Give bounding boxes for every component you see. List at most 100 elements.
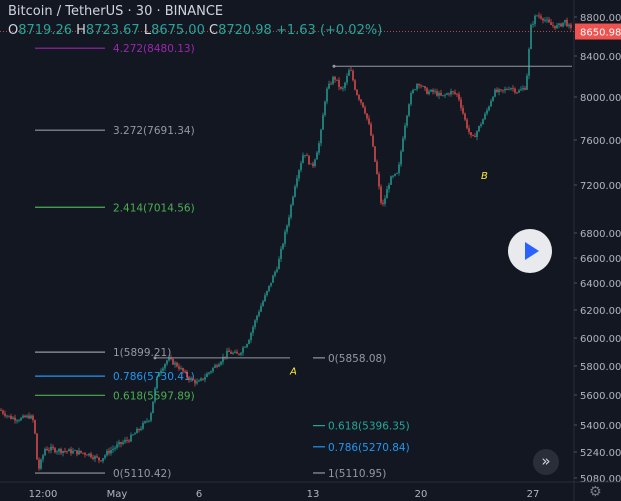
candle-body [198,380,200,382]
candle-body [288,217,290,226]
candle-body [106,450,108,456]
time-axis[interactable]: 12:00 May 6 13 20 27 [0,481,621,500]
change-value: +1.63 (+0.02%) [275,23,383,38]
candle-body [120,442,122,444]
candle-body [556,25,558,29]
high-label: H [76,23,86,38]
fib-level-label: 0(5110.42) [113,468,171,480]
candle-body [472,135,474,136]
candle-body [204,377,206,380]
candle-body [208,372,210,374]
candle-body [470,132,472,136]
candle-body [274,271,276,276]
candle-body [286,225,288,232]
candle-body [518,90,520,93]
candle-body [280,248,282,259]
candle-body [166,360,168,364]
candle-body [562,22,564,27]
candle-body [544,20,546,21]
candle-body [212,367,214,372]
candle-body [222,356,224,362]
candle-body [210,371,212,373]
candle-body [346,75,348,83]
candle-body [354,80,356,90]
candles-layer [0,12,572,471]
candle-body [128,440,130,442]
candle-body [122,442,124,444]
gear-icon[interactable]: ⚙ [589,484,602,500]
candle-body [500,89,502,91]
candle-body [76,450,78,455]
candle-body [390,176,392,185]
candle-body [108,450,110,454]
candle-body [270,282,272,286]
candle-body [444,94,446,96]
candle-body [464,113,466,120]
candle-body [310,163,312,165]
y-tick-label: 5600.00 [580,391,621,402]
candle-body [90,453,92,458]
x-tick-label: 12:00 [29,489,58,500]
candle-body [536,15,538,17]
candle-body [32,415,34,420]
candle-body [384,198,386,204]
candle-body [430,89,432,92]
candle-body [178,366,180,369]
y-tick-label: 8000.00 [580,93,621,104]
candle-body [476,131,478,138]
open-value: 8719.26 [18,23,72,38]
drawn-lines-layer [153,64,572,360]
candle-body [506,89,508,90]
candle-body [564,19,566,23]
candle-body [340,87,342,89]
candle-body [124,439,126,443]
candle-body [304,155,306,157]
play-button[interactable] [508,229,552,273]
candle-body [200,378,202,381]
candle-body [480,124,482,126]
candle-body [456,93,458,95]
candle-body [256,315,258,321]
candle-body [80,450,82,453]
candle-body [96,456,98,458]
candle-body [72,450,74,454]
candle-body [552,24,554,26]
candle-body [60,448,62,454]
candle-body [240,352,242,355]
x-tick-label: 27 [527,489,540,500]
candle-body [312,163,314,166]
y-tick-label: 7200.00 [580,181,621,192]
candle-body [276,269,278,272]
candle-body [234,351,236,353]
candle-body [126,439,128,441]
candle-body [370,123,372,136]
candle-body [396,172,398,174]
candle-body [404,125,406,139]
candle-body [402,138,404,152]
line-endpoint[interactable] [332,64,336,68]
candle-body [94,456,96,459]
fib-level-label: 0.786(5730.41) [113,371,195,383]
candle-body [378,174,380,187]
candle-body [224,356,226,358]
candle-body [410,93,412,105]
candle-body [532,24,534,25]
line-endpoint[interactable] [153,356,157,360]
candle-body [482,119,484,125]
candle-body [242,347,244,353]
candle-body [194,379,196,384]
candle-body [376,161,378,175]
play-icon [525,242,539,260]
candle-body [486,110,488,114]
candle-body [548,19,550,23]
candle-body [190,378,192,381]
candle-body [524,88,526,90]
candle-body [46,448,48,451]
candle-body [98,457,100,461]
y-tick-label: 6400.00 [580,279,621,290]
candle-body [568,24,570,27]
y-tick-label: 5800.00 [580,362,621,373]
scroll-to-realtime-button[interactable]: » [533,449,559,475]
